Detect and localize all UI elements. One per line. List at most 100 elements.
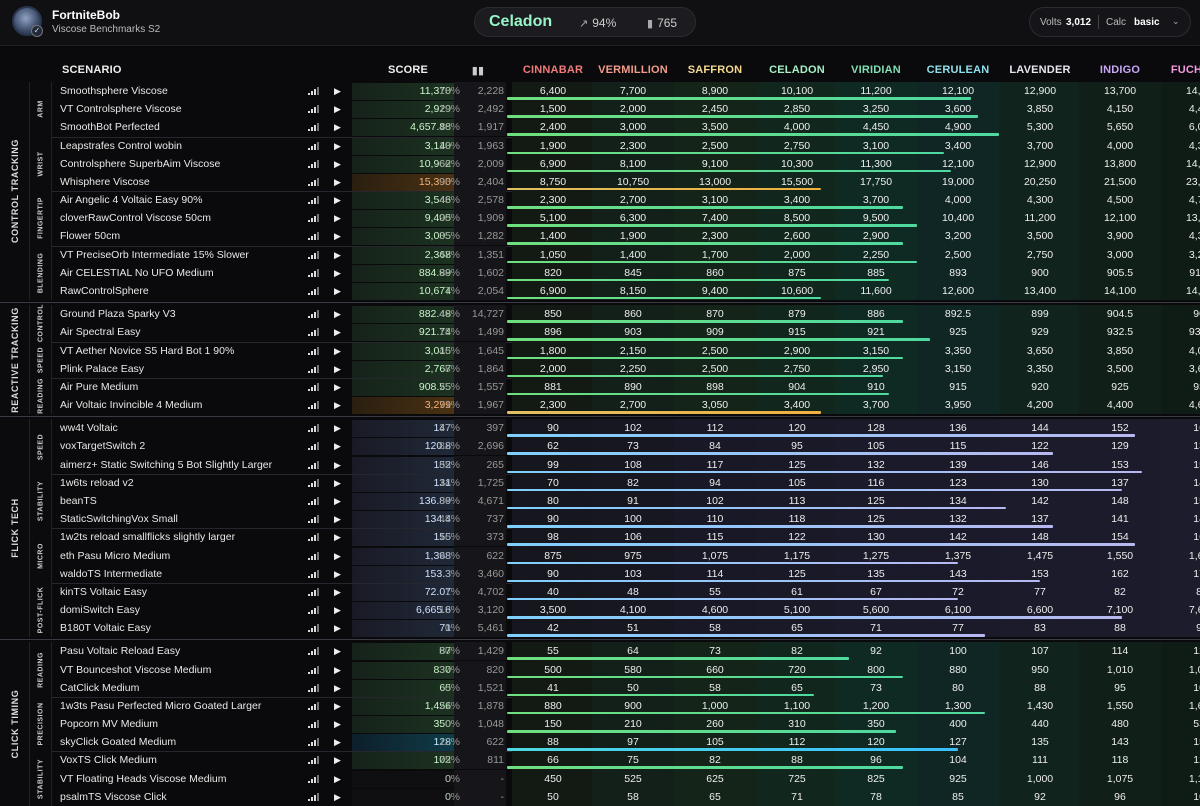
scenario-name[interactable]: skyClick Goated Medium	[60, 736, 177, 749]
username[interactable]: FortniteBob	[52, 8, 120, 22]
scenario-name[interactable]: Plink Palace Easy	[60, 362, 145, 375]
leaderboard-rank[interactable]: 1,645	[477, 344, 504, 357]
leaderboard-rank[interactable]: 1,963	[477, 139, 504, 152]
scenario-name[interactable]: Air Voltaic Invincible 4 Medium	[60, 399, 203, 412]
scenario-name[interactable]: 1w6ts reload v2	[60, 476, 134, 489]
leaderboard-rank[interactable]: 4,671	[477, 494, 504, 507]
table-row[interactable]: voxTargetSwitch 2 ▶ 120.8 82% 2,696 62 73 84 95 1…	[52, 437, 1200, 456]
leaderboard-rank[interactable]: 2,228	[477, 85, 504, 97]
table-row[interactable]: VT Bounceshot Viscose Medium ▶ 830 37% 820 50…	[52, 660, 1200, 679]
score-header[interactable]: SCORE	[387, 64, 429, 76]
play-icon[interactable]: ▶	[334, 249, 341, 260]
table-row[interactable]: 1w2ts reload smallflicks slightly larger…	[52, 528, 1200, 547]
scenario-name[interactable]: VT Floating Heads Viscose Medium	[60, 772, 227, 785]
leaderboard-rank[interactable]: -	[500, 790, 505, 803]
scenario-name[interactable]: Leapstrafes Control wobin	[60, 139, 182, 152]
play-icon[interactable]: ▶	[334, 309, 341, 320]
scenario-name[interactable]: eth Pasu Micro Medium	[60, 549, 171, 562]
table-row[interactable]: Leapstrafes Control wobin ▶ 3,140 13% 1,963 1…	[52, 136, 1200, 155]
leaderboard-rank[interactable]: 3,460	[477, 567, 504, 580]
leaderboard-rank[interactable]: 1,282	[477, 230, 504, 243]
leaderboard-rank[interactable]: 1,557	[477, 380, 504, 393]
play-icon[interactable]: ▶	[334, 195, 341, 206]
leaderboard-rank[interactable]: 2,009	[477, 157, 504, 170]
leaderboard-rank[interactable]: 1,967	[477, 399, 504, 412]
leaderboard-rank[interactable]: 622	[486, 736, 504, 749]
play-icon[interactable]: ▶	[334, 176, 341, 187]
scenario-name[interactable]: VoxTS Click Medium	[60, 754, 157, 767]
scenario-name[interactable]: Whisphere Viscose	[60, 175, 150, 188]
scenario-name[interactable]: Air Spectral Easy	[60, 326, 141, 339]
scenario-name[interactable]: StaticSwitchingVox Small	[60, 513, 178, 526]
play-icon[interactable]: ▶	[334, 664, 341, 675]
table-row[interactable]: CatClick Medium ▶ 65 0% 1,521 41 50 58 65 73 80 88 9…	[52, 678, 1200, 697]
leaderboard-rank[interactable]: 1,521	[477, 681, 504, 694]
play-icon[interactable]: ▶	[334, 140, 341, 151]
leaderboard-rank[interactable]: 622	[486, 549, 504, 562]
leaderboard-rank[interactable]: 14,727	[471, 308, 504, 321]
play-icon[interactable]: ▶	[334, 158, 341, 169]
rank-summary[interactable]: Celadon ↗ 94% ▮ 765	[474, 7, 696, 37]
leaderboard-rank[interactable]: 2,054	[477, 284, 504, 297]
play-icon[interactable]: ▶	[334, 285, 341, 296]
table-row[interactable]: RawControlSphere ▶ 10,674 7% 2,054 6,900 8,150…	[52, 281, 1200, 301]
play-icon[interactable]: ▶	[334, 345, 341, 356]
play-icon[interactable]: ▶	[334, 532, 341, 543]
scenario-name[interactable]: Flower 50cm	[60, 230, 121, 243]
play-icon[interactable]: ▶	[334, 568, 341, 579]
leaderboard-rank[interactable]: 820	[486, 663, 504, 676]
table-row[interactable]: aimerz+ Static Switching 5 Bot Slightly …	[52, 455, 1200, 474]
calc-select[interactable]: basic	[1134, 17, 1160, 28]
table-row[interactable]: Flower 50cm ▶ 3,005 35% 1,282 1,400 1,900 2,300…	[52, 227, 1200, 246]
play-icon[interactable]: ▶	[334, 737, 341, 748]
scenario-name[interactable]: psalmTS Viscose Click	[60, 790, 167, 803]
leaderboard-rank[interactable]: 2,404	[477, 175, 504, 188]
scenario-name[interactable]: B180T Voltaic Easy	[60, 622, 151, 635]
table-row[interactable]: Air Spectral Easy ▶ 921.74 18% 1,499 896 903 90…	[52, 323, 1200, 342]
leaderboard-rank[interactable]: 1,917	[477, 121, 504, 134]
play-icon[interactable]: ▶	[334, 623, 341, 634]
leaderboard-rank[interactable]: 1,878	[477, 699, 504, 712]
scenario-name[interactable]: SmoothBot Perfected	[60, 121, 160, 134]
leaderboard-rank[interactable]: 2,696	[477, 440, 504, 453]
play-icon[interactable]: ▶	[334, 646, 341, 657]
scenario-name[interactable]: 1w2ts reload smallflicks slightly larger	[60, 531, 236, 544]
play-icon[interactable]: ▶	[334, 213, 341, 224]
table-row[interactable]: domiSwitch Easy ▶ 6,665.6 13% 3,120 3,500 4,10…	[52, 601, 1200, 620]
table-row[interactable]: Controlsphere SuperbAim Viscose ▶ 10,962 66…	[52, 154, 1200, 173]
scenario-name[interactable]: domiSwitch Easy	[60, 604, 140, 617]
scenario-name[interactable]: VT Controlsphere Viscose	[60, 103, 182, 116]
play-icon[interactable]: ▶	[334, 122, 341, 133]
play-icon[interactable]: ▶	[334, 400, 341, 411]
play-icon[interactable]: ▶	[334, 791, 341, 802]
chevron-down-icon[interactable]: ⌄	[1172, 16, 1180, 26]
play-icon[interactable]: ▶	[334, 441, 341, 452]
play-icon[interactable]: ▶	[334, 423, 341, 434]
table-row[interactable]: SmoothBot Perfected ▶ 4,657.88 46% 1,917 2,40…	[52, 118, 1200, 137]
play-icon[interactable]: ▶	[334, 86, 341, 96]
play-icon[interactable]: ▶	[334, 363, 341, 374]
leaderboard-rank[interactable]: 1,429	[477, 645, 504, 658]
scenario-name[interactable]: ww4t Voltaic	[60, 422, 118, 435]
play-icon[interactable]: ▶	[334, 773, 341, 784]
table-row[interactable]: VT PreciseOrb Intermediate 15% Slower ▶ 2,…	[52, 245, 1200, 264]
leaderboard-rank[interactable]: 1,351	[477, 248, 504, 261]
play-icon[interactable]: ▶	[334, 459, 341, 470]
table-row[interactable]: VT Floating Heads Viscose Medium ▶ 0 0% - 450…	[52, 769, 1200, 788]
leaderboard-rank[interactable]: 1,499	[477, 326, 504, 339]
scenario-name[interactable]: cloverRawControl Viscose 50cm	[60, 212, 211, 225]
table-row[interactable]: Plink Palace Easy ▶ 2,767 8% 1,864 2,000 2,250…	[52, 359, 1200, 378]
play-icon[interactable]: ▶	[334, 267, 341, 278]
scenario-name[interactable]: 1w3ts Pasu Perfected Micro Goated Larger	[60, 699, 262, 712]
leaderboard-rank[interactable]: 2,578	[477, 194, 504, 207]
leaderboard-rank[interactable]: 1,048	[477, 718, 504, 731]
scenario-name[interactable]: Controlsphere SuperbAim Viscose	[60, 157, 221, 170]
table-row[interactable]: VT Aether Novice S5 Hard Bot 1 90% ▶ 3,015…	[52, 341, 1200, 360]
scenario-name[interactable]: Popcorn MV Medium	[60, 718, 159, 731]
table-row[interactable]: ww4t Voltaic ▶ 147 37% 397 90 102 112 120 128 136 1…	[52, 419, 1200, 438]
leaderboard-rank[interactable]: 373	[486, 531, 504, 544]
scenario-name[interactable]: Air Angelic 4 Voltaic Easy 90%	[60, 194, 203, 207]
table-row[interactable]: StaticSwitchingVox Small ▶ 134.4 48% 737 90 10…	[52, 510, 1200, 529]
table-row[interactable]: Air Pure Medium ▶ 908.55 75% 1,557 881 890 898 9…	[52, 377, 1200, 397]
scenario-name[interactable]: waldoTS Intermediate	[60, 567, 163, 580]
